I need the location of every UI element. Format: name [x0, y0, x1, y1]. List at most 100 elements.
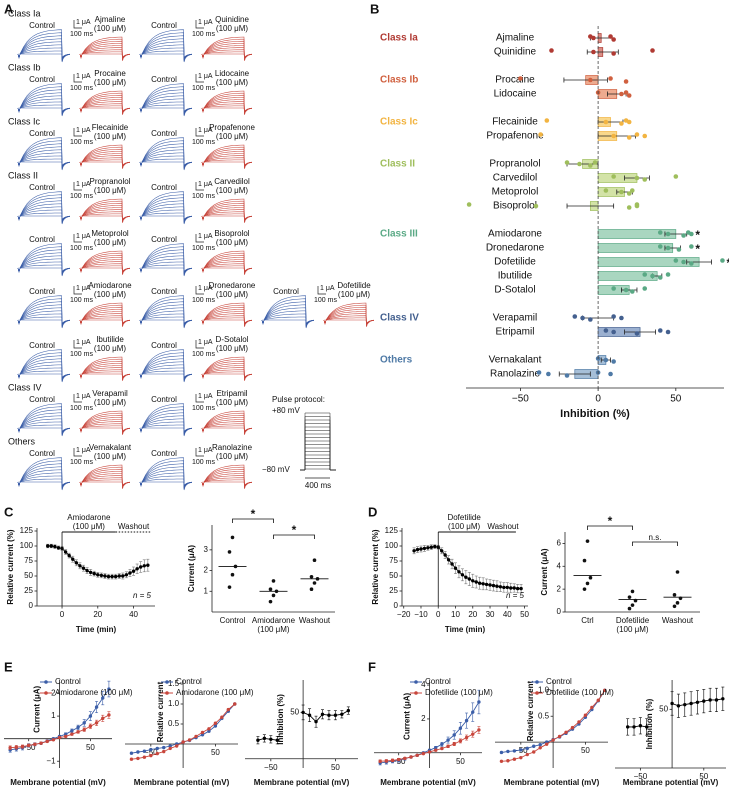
data-point [309, 587, 314, 592]
drug-name: Etripamil [216, 389, 247, 398]
legend-marker [165, 691, 169, 695]
scale-current: 1 μA [76, 447, 91, 454]
y-tick-label: 2 [421, 714, 426, 723]
data-point [634, 203, 640, 209]
y-tick-label: 6 [557, 539, 562, 548]
data-point [181, 740, 185, 744]
drug-conc: (100 μM) [94, 452, 127, 461]
data-point [557, 734, 562, 739]
current-trace [17, 137, 71, 171]
data-point [213, 724, 218, 728]
data-point [638, 724, 643, 728]
class-label: Class Ib [8, 62, 41, 72]
drug-label: Ibutilide [498, 271, 533, 282]
data-point [78, 564, 82, 568]
period-label: Dofetilide [447, 513, 481, 522]
data-point [634, 175, 640, 181]
data-point [434, 748, 438, 752]
control-label: Control [29, 287, 55, 296]
drug-conc: (100 μM) [216, 186, 249, 195]
data-point [689, 244, 694, 249]
data-point [681, 233, 686, 238]
y-tick-label: 125 [20, 526, 34, 535]
scale-time: 100 ms [70, 351, 93, 358]
legend-marker [44, 680, 48, 684]
data-point [378, 759, 382, 763]
data-point [149, 747, 153, 752]
data-point [70, 729, 74, 733]
data-point [471, 732, 475, 736]
data-point [564, 730, 568, 734]
data-point [453, 566, 458, 570]
data-point [544, 118, 550, 123]
data-point [422, 546, 427, 551]
data-point [333, 713, 338, 717]
y-tick-label: 50 [24, 571, 33, 580]
data-point [460, 573, 465, 577]
x-axis-label: Membrane potential (mV) [10, 778, 106, 787]
comparison-label: * [251, 507, 256, 521]
period-label: Washout [118, 522, 150, 531]
drug-conc: (100 μM) [94, 78, 127, 87]
data-point [464, 718, 469, 723]
significance: * [695, 228, 700, 242]
scale-current: 1 μA [198, 339, 213, 346]
drug-name: Metoprolol [91, 229, 129, 238]
data-point [412, 549, 416, 553]
protocol-step [300, 430, 336, 471]
y-tick-label: 100 [385, 541, 399, 550]
control-label: Control [29, 235, 55, 244]
data-point [187, 738, 192, 742]
drug-conc: (100 μM) [94, 132, 127, 141]
data-point [230, 572, 235, 577]
protocol-step [300, 468, 336, 471]
scale-bar [73, 394, 82, 403]
data-point [74, 561, 79, 565]
data-point [415, 547, 420, 552]
drug-conc: (100 μM) [94, 398, 127, 407]
x-axis-label: Membrane potential (mV) [254, 778, 350, 787]
scale-time: 100 ms [70, 245, 93, 252]
category-label: Dofetilide [616, 616, 650, 625]
data-point [20, 744, 25, 749]
current-trace [79, 302, 131, 327]
data-point [340, 712, 344, 716]
current-trace [17, 295, 71, 329]
y-tick-label: 0.5 [538, 711, 550, 720]
scale-current: 1 μA [76, 339, 91, 346]
scale-bar [195, 182, 204, 191]
current-trace [139, 83, 193, 117]
control-label: Control [29, 21, 55, 30]
data-point [477, 700, 481, 704]
comparison-label: n.s. [649, 533, 662, 542]
data-point [499, 759, 504, 763]
drug-label: Verapamil [493, 313, 537, 324]
data-point [262, 736, 267, 741]
data-point [155, 751, 159, 756]
drug-name: Ibutilide [96, 335, 124, 344]
data-point [82, 727, 86, 732]
y-tick-label: 4 [421, 680, 426, 689]
protocol-step [300, 444, 336, 471]
period-label: Amiodarone [67, 513, 111, 522]
data-point [70, 732, 74, 736]
drug-name: Procaine [94, 69, 126, 78]
legend-label: Amiodarone (100 μM) [176, 688, 254, 697]
data-point [611, 37, 616, 42]
x-tick-label: −10 [414, 610, 428, 619]
bar [597, 271, 658, 281]
data-point [642, 177, 648, 182]
data-point [642, 133, 648, 139]
current-trace [201, 144, 253, 169]
data-point [673, 174, 679, 179]
data-point [623, 287, 629, 293]
data-point [458, 739, 463, 743]
data-point [101, 696, 105, 700]
data-point [82, 721, 86, 725]
legend-marker [165, 680, 169, 684]
legend-marker [535, 680, 539, 684]
data-point [440, 746, 444, 751]
data-point [149, 753, 153, 758]
data-point [505, 585, 509, 590]
data-point [268, 599, 273, 604]
